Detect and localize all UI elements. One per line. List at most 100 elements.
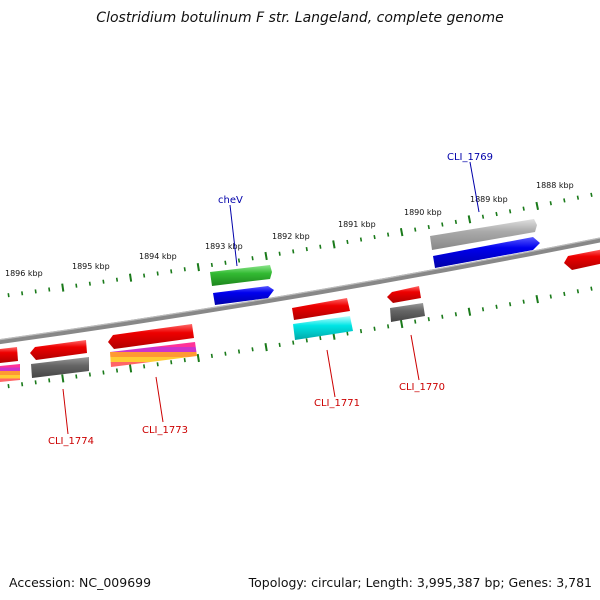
upper-scale-tick [386, 232, 390, 237]
upper-scale-tick [210, 262, 213, 268]
lower-scale-tick [115, 368, 119, 373]
upper-scale-tick [414, 227, 417, 232]
upper-scale-tick [115, 277, 119, 282]
upper-scale-tick [292, 249, 295, 254]
gene-chev-green[interactable] [210, 265, 272, 286]
lower-scale-tick [102, 370, 105, 375]
upper-scale-tick [332, 240, 336, 249]
lower-scale-tick [34, 380, 37, 385]
gene-chev-blue[interactable] [213, 286, 274, 305]
upper-scale-tick [467, 215, 472, 224]
upper-scale-tick [319, 244, 322, 249]
upper-scale-tick [7, 293, 10, 298]
lower-scale-tick [508, 302, 512, 307]
upper-scale-tick [346, 239, 349, 245]
upper-scale-tick [224, 260, 227, 265]
upper-scale-tick [156, 271, 159, 276]
scale-label-1895: 1895 kbp [72, 262, 110, 271]
upper-scale-tick [399, 227, 404, 237]
upper-scale-tick [196, 263, 200, 272]
gene-cli1769-gray[interactable] [430, 219, 537, 250]
lower-scale-tick [359, 329, 363, 334]
upper-scale-tick [34, 289, 37, 294]
lower-scale-tick [224, 351, 227, 356]
gene-cli1771-red[interactable] [292, 298, 350, 320]
lower-scale-tick [373, 326, 376, 331]
upper-scale-tick [522, 206, 525, 211]
gene-label-cli1774[interactable]: CLI_1774 [48, 436, 94, 447]
upper-scale-tick [576, 195, 580, 200]
upper-scale-tick [278, 251, 281, 256]
scale-label-1888: 1888 kbp [536, 181, 574, 190]
lower-scale-tick [495, 304, 498, 309]
lower-scale-tick [264, 343, 268, 352]
lower-scale-tick [196, 353, 200, 363]
upper-scale-tick [75, 283, 78, 288]
scale-label-1890: 1890 kbp [404, 208, 442, 217]
lower-scale-tick [183, 358, 186, 363]
leader-lines [62, 161, 480, 435]
lower-scale-tick [21, 382, 24, 387]
lower-scale-tick [278, 342, 281, 347]
upper-scale-tick [305, 246, 308, 252]
lower-scale-tick [399, 319, 404, 329]
upper-scale-tick [454, 219, 458, 225]
gene-cli1773-red[interactable] [108, 324, 194, 349]
upper-scale-tick [183, 267, 186, 272]
leader-cli1770 [410, 334, 420, 381]
gene-label-cli1773[interactable]: CLI_1773 [142, 425, 188, 436]
upper-features[interactable] [210, 219, 600, 305]
lower-scale-tick [346, 331, 349, 336]
gene-edge-left-red[interactable] [0, 347, 18, 363]
lower-scale-tick [386, 324, 390, 329]
lower-scale-tick [563, 291, 566, 297]
lower-scale-tick [210, 353, 213, 358]
lower-scale-tick [522, 299, 525, 304]
lower-scale-tick [414, 319, 417, 324]
upper-scale-tick [373, 234, 376, 240]
lower-scale-tick [549, 294, 552, 299]
upper-scale-tick [128, 273, 133, 282]
gene-cli1770-gray[interactable] [390, 303, 425, 322]
lower-scale-tick [481, 307, 485, 312]
scale-label-1891: 1891 kbp [338, 220, 376, 229]
lower-scale-tick [7, 384, 10, 389]
lower-scale-tick [590, 286, 593, 291]
gene-edge-red[interactable] [564, 249, 600, 270]
genome-summary-text: Topology: circular; Length: 3,995,387 bp… [248, 575, 592, 590]
gene-cli1770-red[interactable] [387, 286, 421, 303]
lower-scale-tick [48, 378, 51, 383]
gene-label-cli1770[interactable]: CLI_1770 [399, 382, 445, 393]
lower-scale-tick [75, 374, 78, 379]
leader-cli1771 [326, 349, 336, 398]
gene-cli1769-blue[interactable] [433, 237, 540, 268]
upper-scale-tick [264, 251, 268, 261]
scale-ticks [7, 192, 593, 389]
lower-scale-tick [467, 307, 472, 316]
gene-edge-left-stripe[interactable] [0, 364, 20, 382]
scale-label-1892: 1892 kbp [272, 232, 310, 241]
scale-label-1893: 1893 kbp [205, 242, 243, 251]
gene-cli1774-red[interactable] [30, 340, 87, 360]
lower-scale-tick [319, 335, 322, 341]
leader-cli1773 [155, 376, 164, 423]
gene-cli1771-cyan[interactable] [293, 316, 353, 340]
scale-label-1894: 1894 kbp [139, 252, 177, 261]
lower-scale-tick [535, 294, 539, 304]
upper-scale-tick [88, 281, 91, 286]
upper-scale-tick [441, 222, 444, 227]
upper-scale-tick [359, 237, 363, 242]
lower-scale-tick [251, 347, 254, 352]
gene-cli1773-stripe[interactable] [110, 342, 197, 367]
gene-label-cli1769[interactable]: CLI_1769 [447, 152, 493, 163]
lower-scale-tick [170, 360, 173, 365]
upper-scale-tick [237, 258, 241, 263]
gene-label-cli1771[interactable]: CLI_1771 [314, 398, 360, 409]
gene-label-chev[interactable]: cheV [218, 195, 243, 206]
lower-features[interactable] [0, 286, 425, 382]
lower-scale-tick [427, 317, 430, 322]
upper-scale-tick [143, 273, 146, 278]
upper-scale-tick [427, 224, 430, 230]
gene-cli1774-gray[interactable] [31, 357, 89, 378]
